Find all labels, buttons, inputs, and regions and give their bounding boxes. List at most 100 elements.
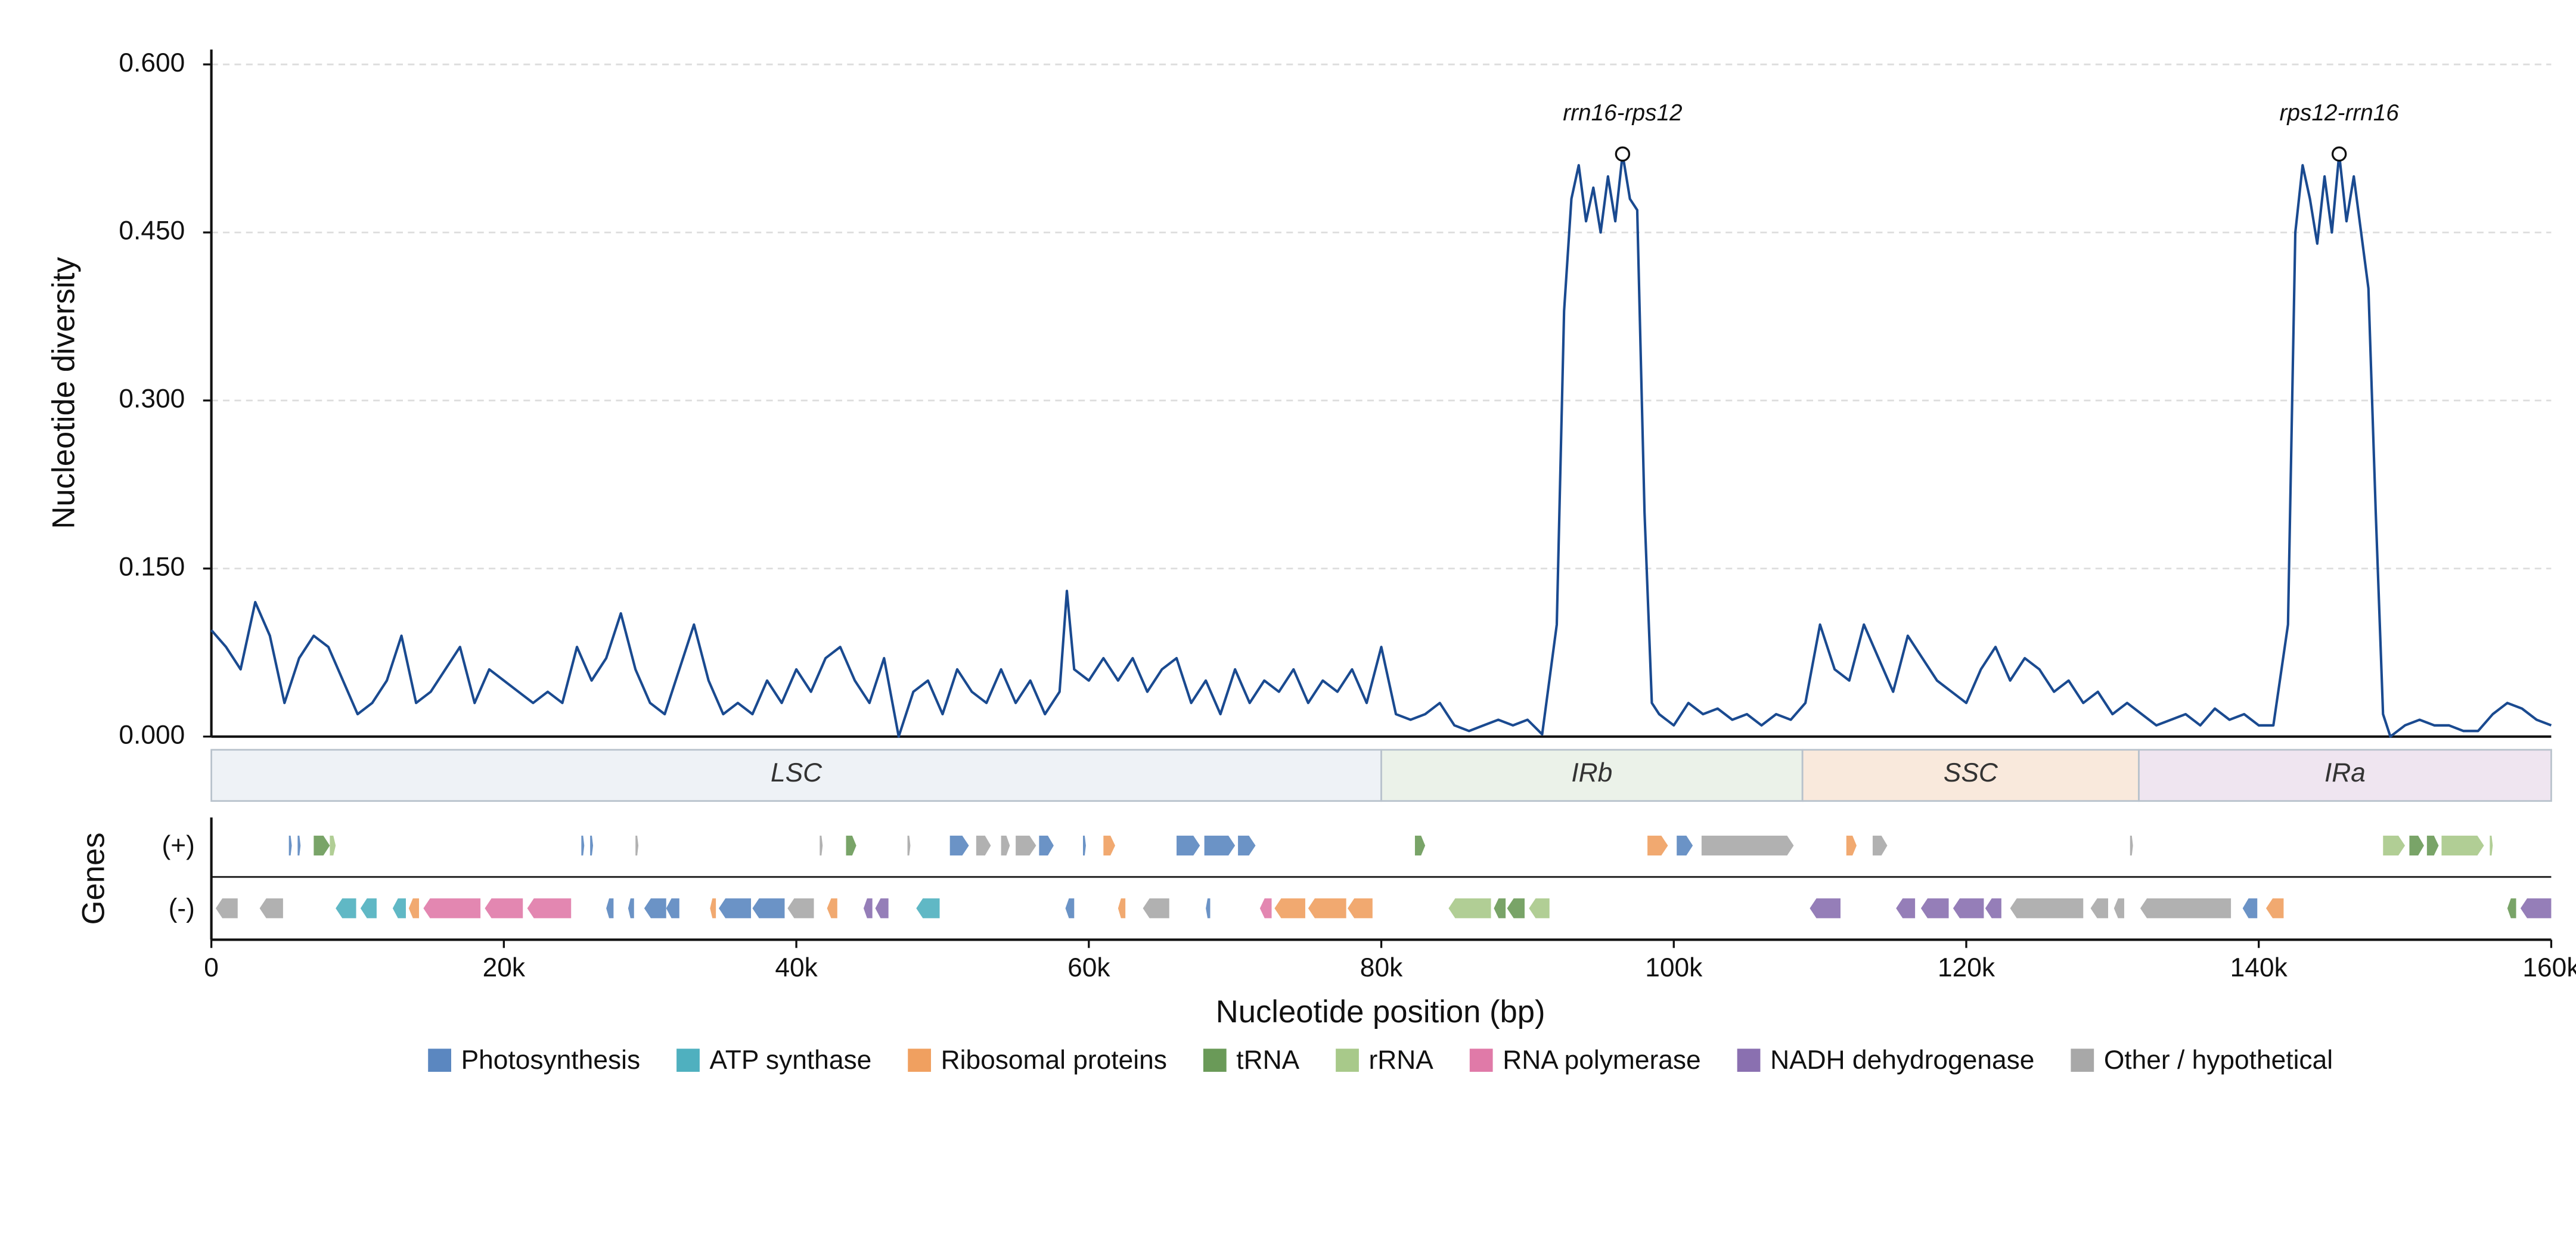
gene xyxy=(1082,835,1086,856)
x-tick-label: 100k xyxy=(1645,953,1703,982)
x-tick-label: 0 xyxy=(204,953,219,982)
peak-label: rps12-rrn16 xyxy=(2279,100,2399,126)
gene xyxy=(259,898,283,919)
x-tick-label: 80k xyxy=(1360,953,1403,982)
gene xyxy=(288,835,292,856)
gene xyxy=(581,835,585,856)
gene xyxy=(2507,898,2516,919)
legend-swatch xyxy=(1469,1049,1493,1072)
gene xyxy=(314,835,330,856)
gene xyxy=(787,898,814,919)
gene xyxy=(949,835,969,856)
gene xyxy=(875,898,889,919)
gene xyxy=(820,835,823,856)
gene xyxy=(2490,835,2493,856)
gene xyxy=(1103,835,1115,856)
legend-label: rRNA xyxy=(1369,1046,1434,1075)
gene xyxy=(1259,898,1272,919)
peak-marker xyxy=(2331,146,2347,162)
legend-swatch xyxy=(1203,1049,1227,1072)
peak-marker xyxy=(1615,146,1631,162)
gene xyxy=(1206,898,1211,919)
x-tick-label: 140k xyxy=(2230,953,2288,982)
gene xyxy=(2140,898,2232,919)
gene xyxy=(1204,835,1236,856)
y-axis-title: Nucleotide diversity xyxy=(46,257,82,529)
gene xyxy=(1039,835,1054,856)
legend-swatch xyxy=(2071,1049,2094,1072)
legend-label: Other / hypothetical xyxy=(2104,1046,2333,1075)
x-tick-label: 60k xyxy=(1067,953,1110,982)
legend-label: RNA polymerase xyxy=(1503,1046,1700,1075)
gene xyxy=(485,898,523,919)
gene xyxy=(710,898,716,919)
track-label: (+) xyxy=(162,831,195,860)
region xyxy=(1380,749,1804,802)
gene xyxy=(628,898,634,919)
gene xyxy=(1238,835,1256,856)
gene xyxy=(2130,835,2133,856)
gene xyxy=(2426,835,2439,856)
legend-label: ATP synthase xyxy=(710,1046,872,1075)
gene xyxy=(1177,835,1200,856)
gene xyxy=(1143,898,1169,919)
x-axis-title: Nucleotide position (bp) xyxy=(1216,994,1545,1029)
legend-label: Ribosomal proteins xyxy=(941,1046,1167,1075)
gene xyxy=(2441,835,2484,856)
legend-swatch xyxy=(676,1049,700,1072)
gene xyxy=(1274,898,1305,919)
track-label: (-) xyxy=(169,894,195,923)
gene xyxy=(423,898,481,919)
gene xyxy=(392,898,406,919)
gene xyxy=(1118,898,1126,919)
gene xyxy=(1494,898,1506,919)
legend-label: Photosynthesis xyxy=(461,1046,641,1075)
gene xyxy=(1985,898,2001,919)
gene xyxy=(863,898,873,919)
y-tick-label: 0.300 xyxy=(119,384,185,414)
y-tick-label: 0.150 xyxy=(119,552,185,581)
gene xyxy=(2113,898,2124,919)
gene xyxy=(1953,898,1984,919)
gene xyxy=(2010,898,2084,919)
gene xyxy=(1507,898,1525,919)
x-tick-label: 120k xyxy=(1938,953,1995,982)
x-tick-label: 40k xyxy=(775,953,818,982)
y-tick-label: 0.600 xyxy=(119,48,185,77)
region-label: IRa xyxy=(2324,758,2366,787)
gene xyxy=(297,835,301,856)
gene xyxy=(408,898,420,919)
x-tick-label: 160k xyxy=(2522,953,2576,982)
gene xyxy=(1677,835,1693,856)
gene xyxy=(1701,835,1794,856)
region-label: IRb xyxy=(1571,758,1612,787)
gene xyxy=(1001,835,1010,856)
gene xyxy=(1348,898,1373,919)
gene xyxy=(1065,898,1075,919)
region-label: SSC xyxy=(1944,758,1998,787)
gene xyxy=(827,898,837,919)
gene xyxy=(1647,835,1668,856)
legend-swatch xyxy=(1336,1049,1359,1072)
gene xyxy=(2520,898,2552,919)
gene xyxy=(666,898,679,919)
gene xyxy=(2090,898,2109,919)
gene xyxy=(846,835,856,856)
gene xyxy=(1810,898,1841,919)
gene xyxy=(2409,835,2424,856)
legend-label: NADH dehydrogenase xyxy=(1770,1046,2034,1075)
gene xyxy=(215,898,238,919)
genes-axis-title: Genes xyxy=(76,832,111,925)
gene xyxy=(1529,898,1550,919)
region xyxy=(2138,749,2552,802)
gene xyxy=(360,898,377,919)
diversity-line xyxy=(210,153,2552,738)
gene xyxy=(916,898,940,919)
x-tick-label: 20k xyxy=(483,953,526,982)
gene xyxy=(1896,898,1916,919)
gene xyxy=(2242,898,2258,919)
legend-swatch xyxy=(908,1049,932,1072)
gene xyxy=(1448,898,1491,919)
gene xyxy=(644,898,666,919)
